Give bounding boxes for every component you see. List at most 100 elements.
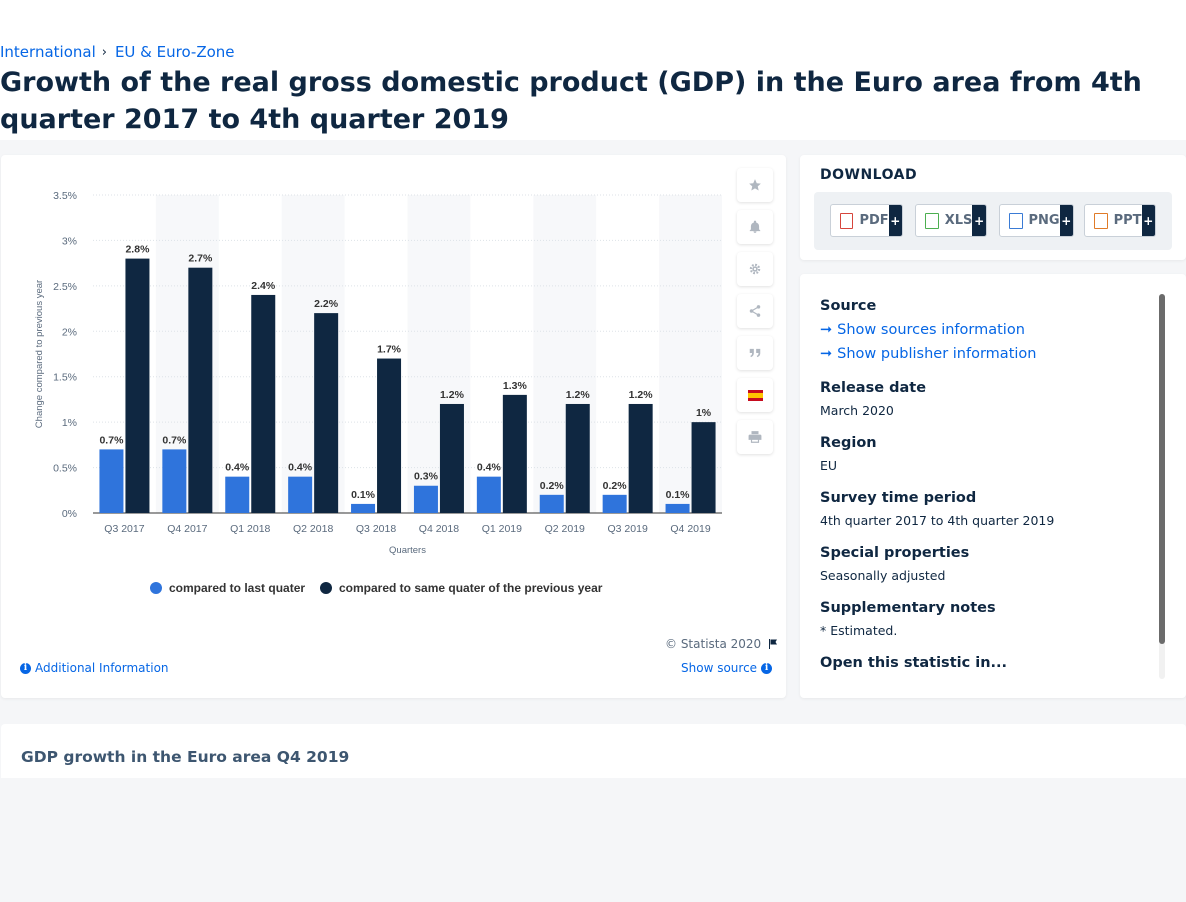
data-label: 1.7% bbox=[377, 344, 402, 356]
show-source-link[interactable]: Show source i bbox=[681, 661, 773, 675]
print-button[interactable] bbox=[737, 420, 773, 454]
show-sources-link[interactable]: ➞ Show sources information bbox=[820, 322, 1025, 338]
share-icon bbox=[749, 305, 761, 317]
cite-button[interactable] bbox=[737, 336, 773, 370]
download-pdf-label: PDF bbox=[859, 213, 889, 228]
chart-toolbar bbox=[737, 168, 773, 462]
y-tick-label: 0.5% bbox=[53, 463, 77, 475]
y-axis-title: Change compared to previous year bbox=[34, 280, 45, 428]
release-date-value: March 2020 bbox=[820, 403, 894, 418]
notification-button[interactable] bbox=[737, 210, 773, 244]
download-ppt-button[interactable]: PPT + bbox=[1084, 204, 1156, 237]
header-band bbox=[0, 0, 1186, 140]
show-publisher-link[interactable]: ➞ Show publisher information bbox=[820, 346, 1036, 362]
breadcrumb-international-link[interactable]: International bbox=[0, 43, 96, 61]
bar bbox=[99, 449, 124, 513]
region-heading: Region bbox=[820, 435, 877, 451]
data-label: 1% bbox=[696, 407, 712, 419]
gear-icon bbox=[749, 263, 761, 275]
y-tick-label: 2% bbox=[62, 326, 77, 338]
share-button[interactable] bbox=[737, 294, 773, 328]
region-value: EU bbox=[820, 458, 838, 473]
special-properties-value: Seasonally adjusted bbox=[820, 568, 946, 583]
related-statistic-title[interactable]: GDP growth in the Euro area Q4 2019 bbox=[21, 748, 350, 766]
show-source-label: Show source bbox=[681, 661, 758, 675]
y-tick-label: 1% bbox=[62, 417, 77, 429]
breadcrumb: International › EU & Euro-Zone bbox=[0, 43, 235, 61]
additional-info-label: Additional Information bbox=[35, 661, 169, 675]
additional-info-link[interactable]: i Additional Information bbox=[20, 661, 169, 675]
bar bbox=[691, 422, 716, 513]
page-title: Growth of the real gross domestic produc… bbox=[0, 67, 1142, 135]
bar bbox=[665, 503, 690, 513]
y-tick-label: 3.5% bbox=[53, 190, 77, 202]
data-label: 0.1% bbox=[666, 489, 691, 501]
data-label: 2.4% bbox=[251, 280, 276, 292]
download-png-label: PNG bbox=[1028, 213, 1060, 228]
plus-icon: + bbox=[888, 205, 902, 236]
details-scroll-area[interactable]: Source ➞ Show sources information ➞ Show… bbox=[800, 294, 1186, 679]
data-label: 1.2% bbox=[440, 389, 465, 401]
info-icon: i bbox=[761, 662, 773, 674]
show-sources-label: Show sources information bbox=[837, 322, 1025, 338]
data-label: 0.4% bbox=[477, 462, 502, 474]
legend-label: compared to last quater bbox=[169, 581, 305, 595]
download-pdf-button[interactable]: PDF + bbox=[830, 204, 903, 237]
open-statistic-heading[interactable]: Open this statistic in... bbox=[820, 655, 1008, 671]
bar bbox=[251, 294, 276, 513]
data-label: 1.2% bbox=[566, 389, 591, 401]
flag-icon[interactable] bbox=[767, 638, 779, 650]
data-label: 0.1% bbox=[351, 489, 376, 501]
arrow-right-icon: ➞ bbox=[820, 322, 833, 338]
settings-button[interactable] bbox=[737, 252, 773, 286]
favorite-button[interactable] bbox=[737, 168, 773, 202]
download-xls-label: XLS bbox=[944, 213, 973, 228]
print-icon bbox=[748, 431, 762, 443]
data-label: 2.2% bbox=[314, 298, 339, 310]
data-label: 1.3% bbox=[503, 380, 528, 392]
data-label: 2.7% bbox=[188, 253, 213, 265]
bar bbox=[439, 403, 464, 513]
scrollbar-thumb[interactable] bbox=[1159, 294, 1165, 644]
supplementary-notes-value: * Estimated. bbox=[820, 623, 898, 638]
breadcrumb-eu-link[interactable]: EU & Euro-Zone bbox=[114, 43, 235, 61]
survey-period-heading: Survey time period bbox=[820, 490, 977, 506]
download-ppt-label: PPT bbox=[1113, 213, 1142, 228]
copyright: © Statista 2020 bbox=[665, 637, 779, 651]
related-statistic-card: GDP growth in the Euro area Q4 2019 bbox=[1, 724, 1186, 778]
plus-icon: + bbox=[1059, 205, 1073, 236]
show-publisher-label: Show publisher information bbox=[837, 346, 1037, 362]
star-icon bbox=[749, 179, 761, 191]
x-tick-label: Q3 2019 bbox=[608, 523, 648, 535]
data-label: 1.2% bbox=[629, 389, 654, 401]
pdf-file-icon bbox=[840, 212, 854, 229]
bar bbox=[565, 403, 590, 513]
x-tick-label: Q2 2019 bbox=[545, 523, 585, 535]
x-tick-label: Q4 2018 bbox=[419, 523, 459, 535]
plus-icon: + bbox=[972, 205, 986, 236]
data-label: 0.2% bbox=[540, 480, 565, 492]
x-tick-label: Q2 2018 bbox=[293, 523, 333, 535]
bar bbox=[602, 494, 627, 513]
bar bbox=[225, 476, 250, 513]
copyright-text: © Statista 2020 bbox=[665, 637, 762, 651]
plus-icon: + bbox=[1141, 205, 1155, 236]
x-axis-title: Quarters bbox=[389, 545, 426, 556]
bar bbox=[125, 258, 150, 513]
x-tick-label: Q3 2018 bbox=[356, 523, 396, 535]
data-label: 0.3% bbox=[414, 471, 439, 483]
png-file-icon bbox=[1009, 212, 1023, 229]
download-xls-button[interactable]: XLS + bbox=[915, 204, 987, 237]
source-heading: Source bbox=[820, 298, 877, 314]
download-title: DOWNLOAD bbox=[820, 167, 918, 183]
x-tick-label: Q1 2018 bbox=[230, 523, 270, 535]
bar bbox=[539, 494, 564, 513]
bar bbox=[502, 394, 527, 513]
download-png-button[interactable]: PNG + bbox=[999, 204, 1074, 237]
language-button[interactable] bbox=[737, 378, 773, 412]
spain-flag-icon bbox=[747, 389, 763, 401]
download-panel: DOWNLOAD PDF + XLS + PNG + PPT + bbox=[800, 155, 1186, 260]
quote-icon bbox=[749, 348, 761, 358]
xls-file-icon bbox=[925, 212, 939, 229]
chart-card: 0% 0.5% 1% 1.5% 2% 2.5% 3% 3.5% 0.7% 0.7% 0.4% 0.4%… bbox=[1, 155, 786, 698]
